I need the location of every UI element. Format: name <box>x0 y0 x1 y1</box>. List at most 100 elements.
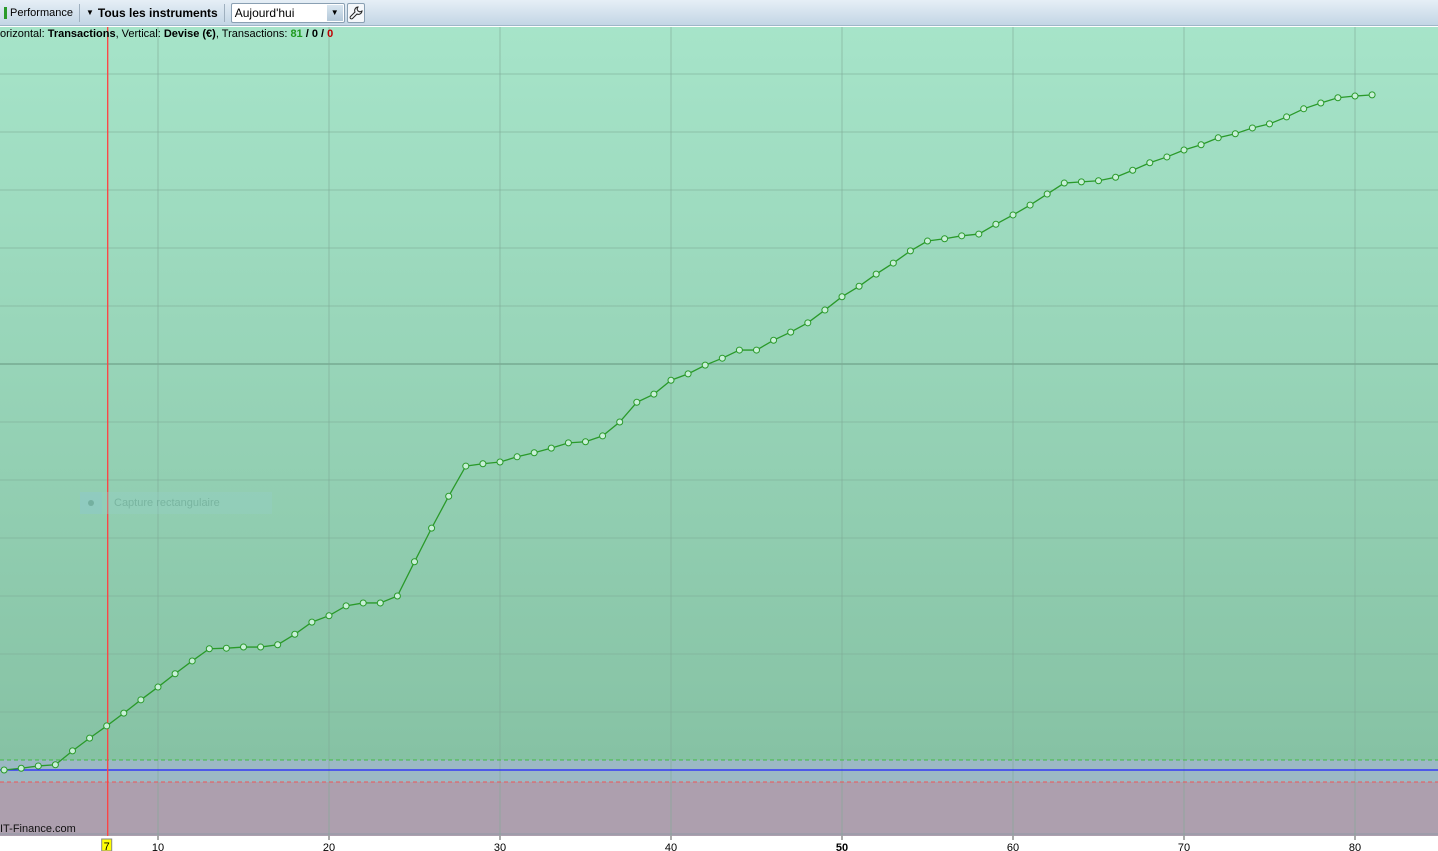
data-point <box>411 558 418 566</box>
data-point <box>770 336 778 344</box>
cursor-label: 7 <box>104 841 110 851</box>
x-tick-label: 50 <box>836 842 848 851</box>
data-point <box>650 390 658 398</box>
data-point <box>445 492 453 500</box>
data-point <box>804 319 812 327</box>
data-point <box>1060 179 1068 187</box>
capture-icon <box>80 492 102 514</box>
data-point <box>325 612 333 620</box>
neutral-zone <box>0 760 1438 782</box>
divider <box>78 3 80 22</box>
brand-watermark: IT-Finance.com <box>0 823 76 835</box>
data-point <box>1248 124 1256 132</box>
data-point <box>1300 105 1308 113</box>
instruments-dropdown[interactable]: ▼ Tous les instruments <box>82 3 222 23</box>
separator: / <box>317 28 328 40</box>
performance-label: Performance <box>10 6 73 19</box>
data-point <box>1009 211 1017 219</box>
data-point <box>205 645 213 653</box>
data-point <box>274 641 282 649</box>
data-point <box>103 722 111 730</box>
data-point <box>1368 91 1376 99</box>
x-tick-label: 80 <box>1349 842 1361 851</box>
data-point <box>154 683 162 691</box>
data-point <box>171 670 179 678</box>
data-point <box>291 630 299 638</box>
data-point <box>240 643 247 651</box>
settings-button[interactable] <box>346 2 365 23</box>
instruments-label: Tous les instruments <box>97 5 218 20</box>
loss-count: 0 <box>327 28 334 40</box>
data-point <box>120 709 128 717</box>
x-tick-label: 60 <box>1007 842 1019 851</box>
data-point <box>137 696 145 704</box>
data-point <box>582 438 589 446</box>
data-point <box>1231 130 1239 138</box>
data-point <box>1095 177 1102 185</box>
data-point <box>1163 153 1171 161</box>
data-point <box>376 599 384 607</box>
data-point <box>701 361 709 369</box>
data-point <box>1180 146 1188 154</box>
data-point <box>564 439 572 447</box>
data-point <box>479 460 487 468</box>
x-tick-label: 70 <box>1178 842 1190 851</box>
data-point <box>667 376 675 384</box>
data-point <box>342 602 350 610</box>
transactions-label: , Transactions: <box>215 28 291 40</box>
equity-chart[interactable]: 10 20 30 40 50 60 70 80 7 <box>0 27 1438 851</box>
ghost-tooltip: Capture rectangulaire <box>80 492 272 514</box>
neutral-count: 0 <box>311 28 318 40</box>
data-point <box>958 232 966 240</box>
data-point <box>975 230 983 238</box>
horizontal-label: orizontal: <box>0 28 48 40</box>
data-point <box>188 657 196 665</box>
data-point <box>1026 201 1034 209</box>
cursor-marker <box>101 838 113 851</box>
data-point <box>1334 94 1342 102</box>
vertical-value: Devise (€) <box>163 28 216 40</box>
divider <box>223 3 225 22</box>
data-point <box>547 444 555 452</box>
data-point <box>1112 173 1120 181</box>
data-point <box>359 599 367 607</box>
chevron-down-icon[interactable]: ▼ <box>326 4 343 21</box>
data-point <box>616 418 624 426</box>
data-point <box>308 618 316 626</box>
data-point <box>633 398 641 406</box>
separator: / <box>302 28 312 40</box>
data-point <box>1146 159 1154 167</box>
data-point <box>1214 134 1222 142</box>
data-point <box>1129 166 1137 174</box>
loss-zone <box>0 782 1438 836</box>
data-point <box>787 328 795 336</box>
data-point <box>1351 92 1359 100</box>
data-point <box>906 247 914 255</box>
caret-down-icon: ▼ <box>85 8 94 17</box>
data-point <box>86 734 94 742</box>
data-point <box>941 235 949 243</box>
data-point <box>69 747 76 755</box>
data-point <box>1283 113 1291 121</box>
horizontal-value: Transactions <box>47 28 116 40</box>
data-point <box>992 220 1000 228</box>
data-point <box>684 370 692 378</box>
vertical-label: , Vertical: <box>115 28 164 40</box>
x-axis-area <box>0 836 1438 851</box>
x-tick-label: 10 <box>152 842 164 851</box>
data-point <box>530 449 538 457</box>
wrench-icon <box>349 5 363 19</box>
data-point <box>855 282 863 290</box>
data-point <box>718 354 726 362</box>
data-point <box>821 306 829 314</box>
data-point <box>462 462 470 470</box>
data-point <box>0 766 8 774</box>
x-tick-label: 20 <box>323 842 335 851</box>
win-count: 81 <box>290 28 303 40</box>
data-point <box>1317 99 1325 107</box>
data-point <box>428 524 436 532</box>
performance-button[interactable]: Performance <box>0 3 77 23</box>
period-select[interactable]: Aujourd'hui ▼ <box>230 2 345 23</box>
data-point <box>1197 141 1205 149</box>
data-point <box>393 592 401 600</box>
